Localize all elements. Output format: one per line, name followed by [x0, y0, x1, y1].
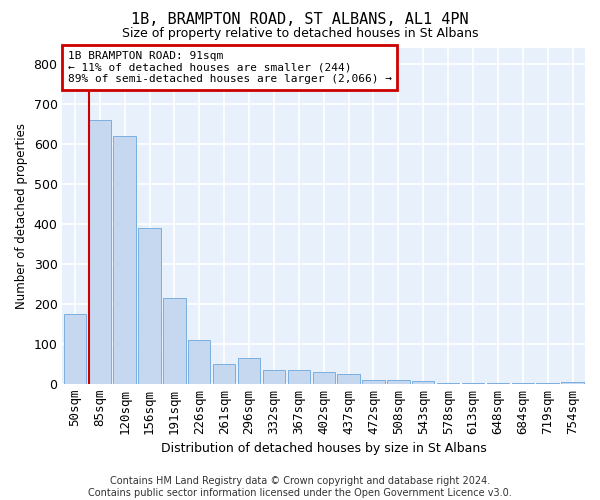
Bar [287, 370, 310, 384]
Bar [238, 358, 260, 384]
Bar [462, 383, 484, 384]
Bar [113, 136, 136, 384]
Bar [412, 380, 434, 384]
Bar [263, 370, 285, 384]
Text: Size of property relative to detached houses in St Albans: Size of property relative to detached ho… [122, 28, 478, 40]
Bar [437, 383, 460, 384]
Bar [139, 228, 161, 384]
Text: Contains HM Land Registry data © Crown copyright and database right 2024.
Contai: Contains HM Land Registry data © Crown c… [88, 476, 512, 498]
Bar [313, 372, 335, 384]
Bar [487, 383, 509, 384]
Y-axis label: Number of detached properties: Number of detached properties [15, 122, 28, 308]
X-axis label: Distribution of detached houses by size in St Albans: Distribution of detached houses by size … [161, 442, 487, 455]
Bar [536, 383, 559, 384]
Bar [213, 364, 235, 384]
Bar [562, 382, 584, 384]
Text: 1B BRAMPTON ROAD: 91sqm
← 11% of detached houses are smaller (244)
89% of semi-d: 1B BRAMPTON ROAD: 91sqm ← 11% of detache… [68, 51, 392, 84]
Bar [362, 380, 385, 384]
Bar [89, 120, 111, 384]
Bar [163, 298, 185, 384]
Bar [188, 340, 211, 384]
Bar [512, 383, 534, 384]
Bar [387, 380, 410, 384]
Text: 1B, BRAMPTON ROAD, ST ALBANS, AL1 4PN: 1B, BRAMPTON ROAD, ST ALBANS, AL1 4PN [131, 12, 469, 28]
Bar [337, 374, 360, 384]
Bar [64, 314, 86, 384]
